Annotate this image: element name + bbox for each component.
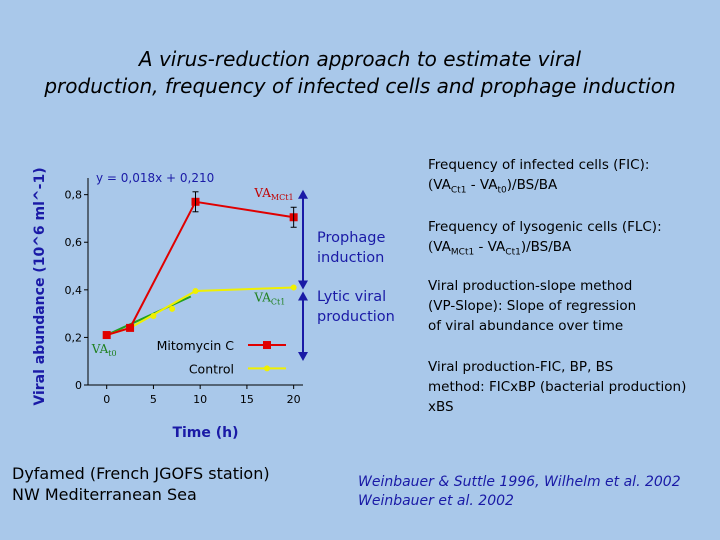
prophage-label-line: Prophage — [317, 230, 385, 246]
y-tick-label: 0,2 — [65, 331, 83, 344]
legend-label-control: Control — [189, 361, 234, 376]
title-line-1: A virus-reduction approach to estimate v… — [138, 47, 582, 71]
x-tick-label: 20 — [287, 393, 301, 406]
point-label-va-t0: VAt0 — [91, 342, 117, 358]
station-line-1: Dyfamed (French JGOFS station) — [12, 464, 270, 483]
flc-title: Frequency of lysogenic cells (FLC): — [428, 219, 662, 235]
fic-minus: - — [466, 177, 480, 193]
fic-definition: Frequency of infected cells (FIC): (VACt… — [428, 155, 649, 201]
lytic-label-line: Lytic viral — [317, 289, 386, 305]
point-label-va-ct1: VACt1 — [253, 291, 285, 307]
prophage-label-line: induction — [317, 250, 384, 266]
fic-rest: )/BS/BA — [506, 177, 558, 193]
flc-open: ( — [428, 239, 434, 255]
x-axis-title: Time (h) — [172, 425, 238, 441]
station-line-2: NW Mediterranean Sea — [12, 485, 197, 504]
flc-definition: Frequency of lysogenic cells (FLC): (VAM… — [428, 217, 662, 263]
reference-line-1: Weinbauer & Suttle 1996, Wilhelm et al. … — [358, 474, 681, 490]
fic-title: Frequency of infected cells (FIC): — [428, 157, 650, 173]
y-axis-title: Viral abundance (10^6 ml^-1) — [32, 167, 48, 405]
vp-slope-definition: Viral production-slope method (VP-Slope)… — [428, 276, 636, 336]
x-tick-label: 10 — [193, 393, 207, 406]
control-point — [169, 305, 176, 312]
regression-equation: y = 0,018x + 0,210 — [96, 171, 214, 185]
flc-formula: (VAMCt1 - VACt1)/BS/BA — [428, 237, 662, 263]
vp-slope-line-2: (VP-Slope): Slope of regression — [428, 298, 637, 314]
reference-line-2: Weinbauer et al. 2002 — [358, 493, 514, 509]
fic-formula: (VACt1 - VAt0)/BS/BA — [428, 175, 649, 201]
control-point — [150, 313, 157, 319]
fic-sub-b: t0 — [497, 185, 507, 196]
mitomycin-c-point — [126, 323, 135, 332]
control-point — [290, 284, 297, 291]
y-tick-label: 0,4 — [65, 284, 83, 297]
y-tick-label: 0,8 — [65, 189, 83, 202]
x-tick-label: 5 — [150, 393, 157, 406]
flc-minus: - — [474, 239, 488, 255]
lytic-arrow-head-down — [298, 352, 308, 362]
regression-line — [106, 295, 192, 336]
legend-label-mitomycin-c: Mitomycin C — [157, 338, 235, 353]
references: Weinbauer & Suttle 1996, Wilhelm et al. … — [358, 473, 681, 511]
title-line-2: production, frequency of infected cells … — [44, 74, 676, 98]
lytic-label-line: production — [317, 309, 395, 325]
fic-open: ( — [428, 177, 434, 193]
prophage-arrow-head-down — [298, 280, 308, 290]
y-tick-label: 0 — [75, 379, 82, 392]
vp-fic-line-3: xBS — [428, 399, 454, 415]
fic-va-a: VA — [433, 177, 451, 193]
station-info: Dyfamed (French JGOFS station) NW Medite… — [12, 463, 270, 505]
point-label-va-mct1: VAMCt1 — [253, 186, 293, 202]
vp-fic-line-1: Viral production-FIC, BP, BS — [428, 359, 614, 375]
prophage-arrow-head-up — [298, 189, 308, 199]
vp-slope-line-3: of viral abundance over time — [428, 318, 624, 334]
fic-va-b: VA — [479, 177, 498, 193]
x-tick-label: 0 — [103, 393, 110, 406]
y-tick-label: 0,6 — [65, 236, 83, 249]
viral-abundance-chart: 0 0,2 0,4 0,6 0,8 0 5 10 15 20 Time (h) Viral abund… — [32, 167, 395, 441]
mitomycin-c-point — [102, 331, 111, 340]
lytic-arrow-head-up — [298, 291, 308, 301]
x-tick-label: 15 — [240, 393, 254, 406]
flc-va-a: VA — [433, 239, 451, 255]
series-line-mitomycin-c — [106, 200, 294, 336]
flc-va-b: VA — [487, 239, 506, 255]
flc-sub-a: MCt1 — [450, 247, 475, 258]
legend-marker — [263, 341, 271, 350]
vp-fic-line-2: method: FICxBP (bacterial production) — [428, 379, 687, 395]
vp-fic-definition: Viral production-FIC, BP, BS method: FIC… — [428, 357, 686, 417]
control-point — [192, 288, 199, 295]
vp-slope-line-1: Viral production-slope method — [428, 278, 633, 294]
fic-sub-a: Ct1 — [450, 185, 467, 196]
flc-rest: )/BS/BA — [520, 239, 572, 255]
legend-marker — [264, 365, 270, 372]
flc-sub-b: Ct1 — [505, 247, 521, 258]
slide-title: A virus-reduction approach to estimate v… — [0, 46, 720, 100]
